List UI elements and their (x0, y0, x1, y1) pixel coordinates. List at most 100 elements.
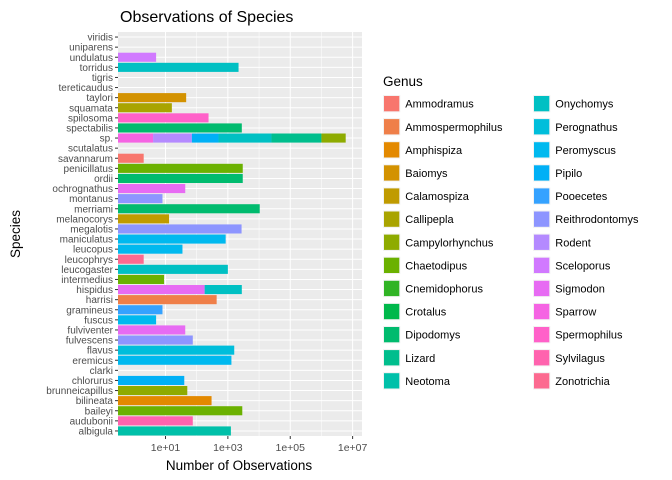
bar-fulvescens-reithrodontomys (118, 335, 193, 345)
y-tick-label: taylori (86, 93, 113, 104)
y-tick-label: albigula (79, 426, 114, 437)
y-tick-label: tigris (92, 73, 113, 84)
legend-label: Sceloporus (555, 260, 611, 272)
y-tick-label: tereticaudus (59, 83, 113, 94)
bar-albigula-neotoma (118, 426, 231, 436)
legend-label: Pipilo (555, 168, 582, 180)
legend-key-callipepla (384, 211, 400, 227)
bar-torridus-onychomys (118, 62, 239, 72)
legend-key-campylorhynchus (384, 234, 400, 250)
legend-label: Amphispiza (405, 145, 463, 157)
y-tick-label: spilosoma (68, 113, 113, 124)
legend-key-neotoma (384, 373, 400, 389)
legend-label: Pooecetes (555, 191, 607, 203)
legend-label: Callipepla (405, 214, 454, 226)
plot-panel (118, 32, 362, 436)
legend-label: Sigmodon (555, 283, 605, 295)
legend-key-cnemidophorus (384, 280, 400, 297)
bar-savannarum-ammodramus (118, 153, 144, 163)
y-tick-label: melanocorys (56, 214, 113, 225)
bar-undulatus-sceloporus (118, 52, 157, 62)
bar-leucogaster-onychomys (118, 264, 228, 274)
bar-maniculatus-peromyscus (118, 234, 226, 244)
bar-merriami-dipodomys (118, 204, 260, 214)
legend-label: Sparrow (555, 307, 596, 319)
x-tick-label: 1e+05 (275, 442, 305, 454)
bar-flavus-perognathus (118, 345, 235, 355)
bar-chlorurus-pipilo (118, 375, 185, 385)
bar-montanus-reithrodontomys (118, 194, 163, 204)
legend-key-crotalus (384, 303, 400, 320)
y-tick-label: eremicus (72, 356, 113, 367)
x-tick-label: 1e+01 (151, 442, 181, 454)
y-tick-label: fulviventer (67, 325, 113, 336)
bar-spectabilis-dipodomys (118, 123, 242, 133)
x-tick-label: 1e+07 (338, 442, 368, 454)
bar-hispidus-onychomys (204, 285, 242, 295)
x-axis-title: Number of Observations (166, 458, 313, 473)
y-tick-label: fulvescens (66, 336, 113, 347)
y-tick-label: spectabilis (66, 123, 113, 134)
y-tick-label: flavus (87, 346, 113, 357)
bar-bilineata-amphispiza (118, 396, 212, 406)
legend-key-rodent (534, 234, 550, 250)
bar-sp-onychomys (218, 133, 272, 143)
legend-key-chaetodipus (384, 257, 400, 273)
legend-label: Baiomys (405, 168, 448, 180)
y-tick-label: scutalatus (68, 144, 113, 155)
legend-key-ammodramus (384, 96, 400, 112)
y-tick-label: intermedius (61, 275, 113, 286)
y-tick-label: leucophrys (65, 255, 113, 266)
bar-squamata-callipepla (118, 103, 172, 113)
legend-key-pipilo (534, 165, 550, 181)
legend-key-sparrow (534, 303, 550, 320)
legend-label: Dipodomys (405, 330, 461, 342)
legend-label: Onychomys (555, 99, 614, 111)
legend-key-pooecetes (534, 188, 550, 204)
legend-key-perognathus (534, 119, 550, 135)
legend-key-amphispiza (384, 142, 400, 158)
legend-key-spermophilus (534, 327, 550, 343)
legend-label: Chaetodipus (405, 260, 467, 272)
y-tick-label: ochrognathus (52, 184, 113, 195)
legend-key-calamospiza (384, 188, 400, 204)
bar-hispidus-sigmodon (118, 285, 205, 295)
y-tick-label: squamata (69, 103, 113, 114)
bar-sp-pipilo (191, 133, 219, 143)
y-tick-label: savannarum (58, 154, 113, 165)
bar-baileyi-chaetodipus (118, 406, 243, 416)
bars-layer (118, 52, 346, 436)
legend-label: Peromyscus (555, 145, 616, 157)
bar-leucophrys-zonotrichia (118, 254, 144, 264)
bar-taylori-baiomys (118, 93, 187, 103)
legend: Genus Ammodramus Ammospermophilus Amphispi… (383, 74, 639, 390)
legend-label: Ammodramus (405, 99, 474, 111)
bar-fuscus-peromyscus (118, 315, 157, 325)
y-tick-label: brunneicapillus (46, 386, 113, 397)
bar-audubonii-sylvilagus (118, 416, 193, 426)
legend-key-lizard (384, 350, 400, 366)
bar-megalotis-reithrodontomys (118, 224, 242, 234)
y-tick-label: penicillatus (64, 164, 113, 175)
bar-melanocorys-calamospiza (118, 214, 170, 224)
y-axis: albigulaauduboniibaileyibilineatabrunnei… (46, 33, 118, 437)
bar-leucopus-peromyscus (118, 244, 183, 254)
legend-label: Sylvilagus (555, 353, 605, 365)
legend-label: Perognathus (555, 122, 618, 134)
y-tick-label: viridis (87, 33, 113, 44)
bar-harrisi-ammospermophilus (118, 295, 217, 305)
bar-sp-sparrow (118, 133, 154, 143)
legend-key-baiomys (384, 165, 400, 181)
y-tick-label: hispidus (76, 285, 113, 296)
y-tick-label: undulatus (70, 53, 113, 64)
panel-background (118, 32, 362, 436)
legend-key-sylvilagus (534, 350, 550, 366)
chart-title: Observations of Species (120, 9, 293, 26)
y-tick-label: leucogaster (61, 265, 113, 276)
y-tick-label: leucopus (73, 245, 113, 256)
legend-key-dipodomys (384, 327, 400, 343)
y-tick-label: megalotis (70, 224, 113, 235)
legend-label: Zonotrichia (555, 376, 610, 388)
y-tick-label: merriami (74, 204, 113, 215)
